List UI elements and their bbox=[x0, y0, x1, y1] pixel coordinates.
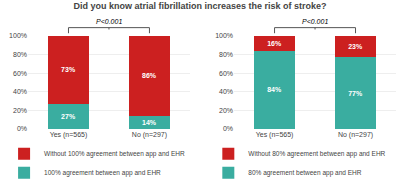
svg-text:27%: 27% bbox=[61, 113, 76, 120]
svg-text:16%: 16% bbox=[267, 40, 282, 47]
svg-text:100%: 100% bbox=[215, 32, 233, 39]
svg-text:No (n=297): No (n=297) bbox=[338, 131, 373, 139]
svg-text:14%: 14% bbox=[142, 119, 157, 126]
svg-text:40%: 40% bbox=[219, 88, 233, 95]
svg-text:80%: 80% bbox=[219, 51, 233, 58]
svg-text:73%: 73% bbox=[61, 66, 76, 73]
svg-text:Without 100% agreement between: Without 100% agreement between app and E… bbox=[44, 150, 185, 158]
svg-text:23%: 23% bbox=[348, 43, 363, 50]
svg-text:Did you know atrial fibrillati: Did you know atrial fibrillation increas… bbox=[73, 1, 326, 11]
svg-text:77%: 77% bbox=[348, 90, 363, 97]
svg-text:0%: 0% bbox=[223, 125, 233, 132]
svg-text:60%: 60% bbox=[13, 70, 27, 77]
svg-text:Yes (n=565): Yes (n=565) bbox=[50, 131, 88, 139]
svg-text:40%: 40% bbox=[13, 88, 27, 95]
svg-text:0%: 0% bbox=[17, 125, 27, 132]
svg-text:80%: 80% bbox=[13, 51, 27, 58]
svg-text:100%: 100% bbox=[9, 32, 27, 39]
svg-text:No (n=297): No (n=297) bbox=[132, 131, 167, 139]
svg-text:100% agreement between app and: 100% agreement between app and EHR bbox=[44, 169, 161, 177]
svg-text:Yes (n=565): Yes (n=565) bbox=[256, 131, 294, 139]
svg-text:60%: 60% bbox=[219, 70, 233, 77]
svg-text:80% agreement between app and: 80% agreement between app and EHR bbox=[248, 169, 361, 177]
svg-text:Without 80% agreement between: Without 80% agreement between app and EH… bbox=[248, 150, 385, 158]
svg-text:84%: 84% bbox=[267, 86, 282, 93]
svg-text:86%: 86% bbox=[142, 72, 157, 79]
svg-text:20%: 20% bbox=[13, 107, 27, 114]
svg-text:P<0.001: P<0.001 bbox=[96, 18, 122, 25]
svg-text:20%: 20% bbox=[219, 107, 233, 114]
svg-text:P<0.001: P<0.001 bbox=[302, 18, 328, 25]
